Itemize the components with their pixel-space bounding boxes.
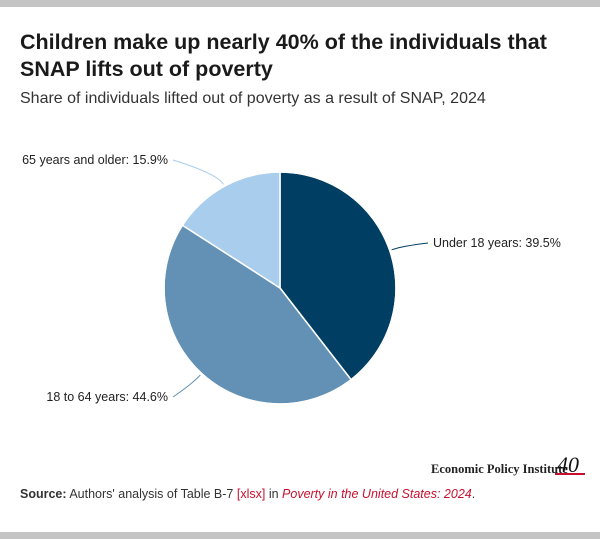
slice-label: 65 years and older: 15.9% bbox=[22, 153, 168, 167]
leader-line bbox=[172, 374, 201, 398]
leader-lines bbox=[172, 159, 429, 398]
epi-logo: Economic Policy Institute 40 bbox=[431, 452, 585, 480]
source-text-in: in bbox=[265, 487, 283, 501]
bottom-border bbox=[0, 532, 600, 539]
leader-line bbox=[172, 159, 224, 185]
logo-text: Economic Policy Institute bbox=[431, 462, 568, 476]
pie-slices bbox=[163, 171, 397, 405]
pie-outline bbox=[163, 171, 397, 405]
source-period: . bbox=[471, 487, 476, 501]
chart-subtitle: Share of individuals lifted out of pover… bbox=[20, 90, 486, 107]
source-label: Source: bbox=[20, 487, 67, 501]
slice-labels: Under 18 years: 39.5% 18 to 64 years: 44.… bbox=[22, 153, 561, 404]
source-text: Authors' analysis of Table B-7 bbox=[66, 487, 237, 501]
report-link[interactable]: Poverty in the United States: 2024 bbox=[282, 487, 472, 501]
leader-line bbox=[391, 242, 429, 251]
logo-mark-underline bbox=[555, 473, 585, 475]
top-border bbox=[0, 0, 600, 7]
logo-40-mark: 40 bbox=[557, 452, 579, 477]
chart-title: Children make up nearly 40% of the indiv… bbox=[20, 30, 547, 81]
xlsx-link[interactable]: [xlsx] bbox=[236, 487, 266, 501]
source-note: Source: Authors' analysis of Table B-7 [… bbox=[20, 487, 580, 501]
slice-label: Under 18 years: 39.5% bbox=[433, 236, 561, 250]
slice-label: 18 to 64 years: 44.6% bbox=[46, 390, 168, 404]
